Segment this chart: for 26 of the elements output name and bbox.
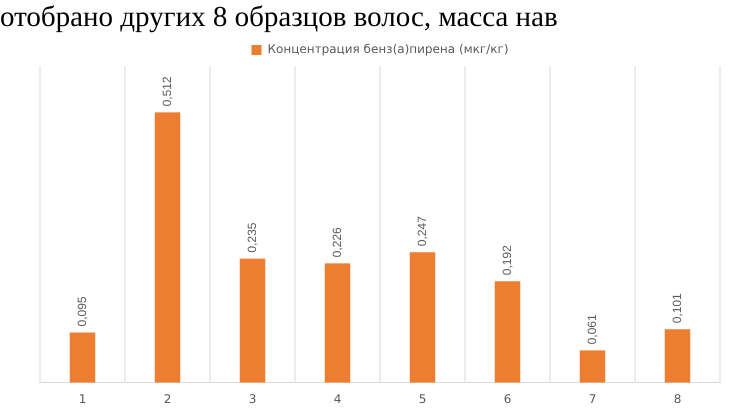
text: отобрано других 8 образцов волос, масса нав — [0, 0, 559, 34]
bar — [240, 258, 266, 383]
bar — [410, 252, 436, 383]
data-label: 0,247 — [414, 216, 429, 246]
x-tick-label: 4 — [334, 392, 342, 406]
legend-label: Концентрация бенз(а)пирена (мкг/кг) — [267, 42, 509, 56]
x-tick-label: 1 — [78, 392, 86, 406]
x-tick-label: 8 — [674, 392, 682, 406]
bar — [154, 112, 180, 383]
data-label: 0,512 — [160, 76, 174, 106]
data-label: 0,101 — [670, 292, 684, 324]
bar — [494, 281, 520, 383]
bar — [324, 263, 350, 383]
x-tick-label: 6 — [504, 392, 512, 406]
x-tick-label: 2 — [164, 392, 172, 406]
data-label: 0,095 — [74, 296, 89, 326]
bar — [70, 332, 96, 383]
bar — [664, 329, 690, 383]
x-tick-label: 7 — [588, 392, 596, 406]
data-label: 0,192 — [500, 244, 514, 276]
x-tick-label: 3 — [248, 392, 256, 406]
data-label: 0,226 — [330, 226, 344, 258]
data-label: 0,235 — [244, 222, 259, 253]
x-tick-label: 5 — [418, 392, 426, 406]
data-label: 0,061 — [584, 314, 599, 344]
bar — [580, 350, 606, 383]
